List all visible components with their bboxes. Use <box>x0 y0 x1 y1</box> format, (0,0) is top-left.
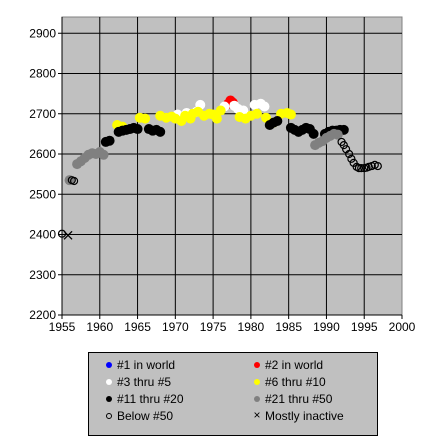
legend-marker-6-thru-10 <box>251 376 263 388</box>
x-tick-label: 1975 <box>200 320 227 334</box>
data-points <box>57 95 382 240</box>
axes <box>58 17 403 319</box>
x-tick-label: 1955 <box>49 320 76 334</box>
point-6-thru-10 <box>285 109 296 120</box>
legend-ring-icon <box>106 413 112 419</box>
legend-item-1-in-world: #1 in world <box>103 358 175 372</box>
legend-item-2-in-world: #2 in world <box>251 358 323 372</box>
legend-item-below-50: Below #50 <box>103 409 173 423</box>
point-below-50 <box>373 161 382 171</box>
y-tick-label: 2800 <box>29 67 56 81</box>
point-6-thru-10 <box>211 113 222 124</box>
point-11-thru-20 <box>104 135 115 146</box>
legend-label: #1 in world <box>117 358 176 372</box>
point-below-50 <box>357 163 366 173</box>
x-tick-label: 1980 <box>238 320 265 334</box>
legend-item-6-thru-10: #6 thru #10 <box>251 375 326 389</box>
legend-dot-icon <box>106 379 112 385</box>
y-tick-label: 2600 <box>29 147 56 161</box>
point-below-50 <box>347 154 356 163</box>
legend-marker-3-thru-5 <box>103 376 115 388</box>
y-tick-label: 2700 <box>29 107 56 121</box>
legend-label: #11 thru #20 <box>117 392 184 406</box>
point-6-thru-10 <box>215 105 226 116</box>
legend: #1 in world #2 in world #3 thru #5 #6 thru … <box>88 352 378 436</box>
x-tick-label: 1995 <box>351 320 378 334</box>
legend-marker-mostly-inactive: × <box>251 408 263 422</box>
legend-label: #2 in world <box>265 358 324 372</box>
legend-label: #21 thru #50 <box>265 392 333 406</box>
point-below-50 <box>57 229 67 238</box>
point-11-thru-20 <box>308 128 319 139</box>
tick-labels: 1955 1960 1965 1970 1975 1980 1985 1990 1995 2000… <box>29 26 415 334</box>
x-tick-label: 1965 <box>124 320 151 334</box>
y-tick-label: 2400 <box>29 228 56 242</box>
legend-item-3-thru-5: #3 thru #5 <box>103 375 171 389</box>
y-tick-label: 2500 <box>29 187 56 201</box>
x-tick-label: 1985 <box>275 320 302 334</box>
legend-dot-icon <box>254 362 260 368</box>
legend-label: #6 thru #10 <box>265 375 326 389</box>
y-tick-label: 2200 <box>29 308 56 322</box>
point-21-thru-50 <box>98 149 109 160</box>
point-3-thru-5 <box>259 101 270 112</box>
legend-item-mostly-inactive: × Mostly inactive <box>251 408 344 423</box>
legend-marker-1-in-world <box>103 359 115 371</box>
legend-marker-below-50 <box>103 410 115 422</box>
legend-x-icon: × <box>253 408 261 422</box>
point-11-thru-20 <box>272 115 283 126</box>
legend-marker-21-thru-50 <box>251 393 263 405</box>
legend-dot-icon <box>254 379 260 385</box>
legend-item-21-thru-50: #21 thru #50 <box>251 392 332 406</box>
point-below-50 <box>345 149 354 159</box>
point-6-thru-10 <box>140 113 151 124</box>
point-mostly-inactive <box>63 230 73 240</box>
legend-label: Below #50 <box>117 409 174 423</box>
point-21-thru-50 <box>332 129 343 140</box>
point-6-thru-10 <box>251 108 262 119</box>
legend-item-11-thru-20: #11 thru #20 <box>103 392 184 406</box>
x-marker-stroke <box>63 230 73 240</box>
chart-svg: 1955 1960 1965 1970 1975 1980 1985 1990 1995 2000… <box>29 16 416 334</box>
legend-label: #3 thru #5 <box>117 375 172 389</box>
point-11-thru-20 <box>155 126 166 137</box>
x-tick-label: 2000 <box>389 320 416 334</box>
legend-label: Mostly inactive <box>265 409 344 423</box>
y-tick-label: 2300 <box>29 268 56 282</box>
legend-dot-icon <box>254 396 260 402</box>
point-below-50 <box>69 176 79 186</box>
legend-marker-2-in-world <box>251 359 263 371</box>
plot-area <box>61 16 403 316</box>
point-11-thru-20 <box>132 124 143 135</box>
x-tick-label: 1970 <box>162 320 189 334</box>
point-below-50 <box>339 141 348 150</box>
legend-dot-icon <box>106 396 112 402</box>
x-tick-label: 1960 <box>86 320 113 334</box>
x-tick-label: 1990 <box>313 320 340 334</box>
legend-marker-11-thru-20 <box>103 393 115 405</box>
legend-dot-icon <box>106 362 112 368</box>
gridlines <box>62 17 402 315</box>
y-tick-label: 2900 <box>29 26 56 40</box>
